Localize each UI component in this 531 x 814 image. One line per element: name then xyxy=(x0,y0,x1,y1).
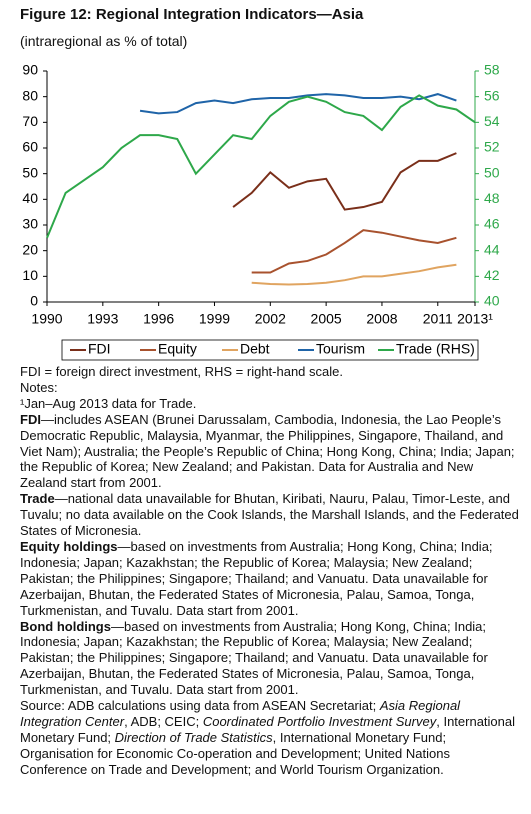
source-part: Source: ADB calculations using data from… xyxy=(20,698,380,714)
y-tick-label: 10 xyxy=(22,267,38,283)
y2-tick-label: 54 xyxy=(484,113,500,129)
x-tick-label: 1999 xyxy=(199,311,230,327)
x-tick-label: 2008 xyxy=(366,311,397,327)
series-line xyxy=(232,152,457,211)
y-tick-label: 30 xyxy=(22,216,38,232)
legend-item: Tourism xyxy=(298,341,365,357)
chart: 0 10 20 30 40 50 60 70 80 90 40 42 44 46 48 50 52 54 56 58 1… xyxy=(22,62,500,361)
note-line: Notes: xyxy=(20,379,58,395)
x-tick-label: 1993 xyxy=(87,311,118,327)
x-tick-label: 2013¹ xyxy=(457,311,493,327)
note-paragraph: Equity holdings—based on investments fro… xyxy=(20,539,520,619)
chart-subtitle: (intraregional as % of total) xyxy=(20,33,188,49)
note-line: ¹Jan–Aug 2013 data for Trade. xyxy=(20,395,197,411)
legend-label: Equity xyxy=(158,341,197,357)
source-part: , International Monetary Fund; Organisat… xyxy=(20,729,450,777)
y-tick-label: 90 xyxy=(22,62,38,78)
y-tick-label: 0 xyxy=(30,293,38,309)
y-tick-label: 40 xyxy=(22,190,38,206)
note-lead: Equity holdings xyxy=(20,538,118,554)
x-tick-label: 2002 xyxy=(255,311,286,327)
legend-label: Debt xyxy=(240,341,270,357)
y2-tick-label: 48 xyxy=(484,190,500,206)
note-lead: Bond holdings xyxy=(20,618,111,634)
series-line xyxy=(139,93,457,115)
y2-tick-label: 50 xyxy=(484,164,500,180)
source: Source: ADB calculations using data from… xyxy=(20,698,520,778)
x-tick-label: 2011 xyxy=(423,311,453,327)
note-text: —based on investments from Australia; Ho… xyxy=(20,538,493,618)
note-text: —includes ASEAN (Brunei Darussalam, Camb… xyxy=(20,411,515,491)
note-paragraph: Trade—national data unavailable for Bhut… xyxy=(20,491,520,539)
source-part: , International Monetary Fund; xyxy=(20,713,516,745)
legend-item: FDI xyxy=(70,341,111,357)
series-line xyxy=(251,263,457,286)
legend-item: Equity xyxy=(140,341,197,357)
x-tick-label: 1996 xyxy=(143,311,174,327)
y2-tick-label: 56 xyxy=(484,87,500,103)
note-paragraph: Bond holdings—based on investments from … xyxy=(20,619,520,699)
y-tick-label: 70 xyxy=(22,113,38,129)
y2-tick-label: 58 xyxy=(484,62,500,78)
y-tick-label: 80 xyxy=(22,87,38,103)
y2-tick-label: 40 xyxy=(484,293,500,309)
y2-tick-label: 46 xyxy=(484,216,500,232)
note-lead: Trade xyxy=(20,491,55,507)
source-part: Coordinated Portfolio Investment Survey xyxy=(202,713,437,729)
y-tick-label: 60 xyxy=(22,139,38,155)
legend-item: Debt xyxy=(222,341,270,357)
note-text: —national data unavailable for Bhutan, K… xyxy=(20,491,519,539)
x-tick-label: 1990 xyxy=(31,311,62,327)
note-paragraph: FDI—includes ASEAN (Brunei Darussalam, C… xyxy=(20,412,520,492)
legend-box xyxy=(61,339,479,361)
note-lead: FDI xyxy=(20,411,41,427)
y2-tick-label: 42 xyxy=(484,267,500,283)
source-part: Asia Regional Integration Center xyxy=(20,698,461,729)
y-tick-label: 20 xyxy=(22,241,38,257)
x-tick-label: 2005 xyxy=(311,311,342,327)
note-line: FDI = foreign direct investment, RHS = r… xyxy=(20,364,343,379)
y2-tick-label: 44 xyxy=(484,241,500,257)
source-part: , ADB; CEIC; xyxy=(124,713,203,729)
legend-item: Trade (RHS) xyxy=(378,341,475,357)
source-part: Direction of Trade Statistics xyxy=(114,729,273,745)
chart-title: Figure 12: Regional Integration Indicato… xyxy=(20,6,364,23)
note-text: —based on investments from Australia; Ho… xyxy=(20,618,488,698)
y-tick-label: 50 xyxy=(22,164,38,180)
notes: FDI = foreign direct investment, RHS = r… xyxy=(20,364,520,778)
legend-label: Trade (RHS) xyxy=(396,341,475,357)
legend-label: Tourism xyxy=(316,341,365,357)
legend-label: FDI xyxy=(88,341,111,357)
y2-tick-label: 52 xyxy=(484,139,500,155)
series-line xyxy=(251,229,457,274)
series-line xyxy=(46,94,476,239)
